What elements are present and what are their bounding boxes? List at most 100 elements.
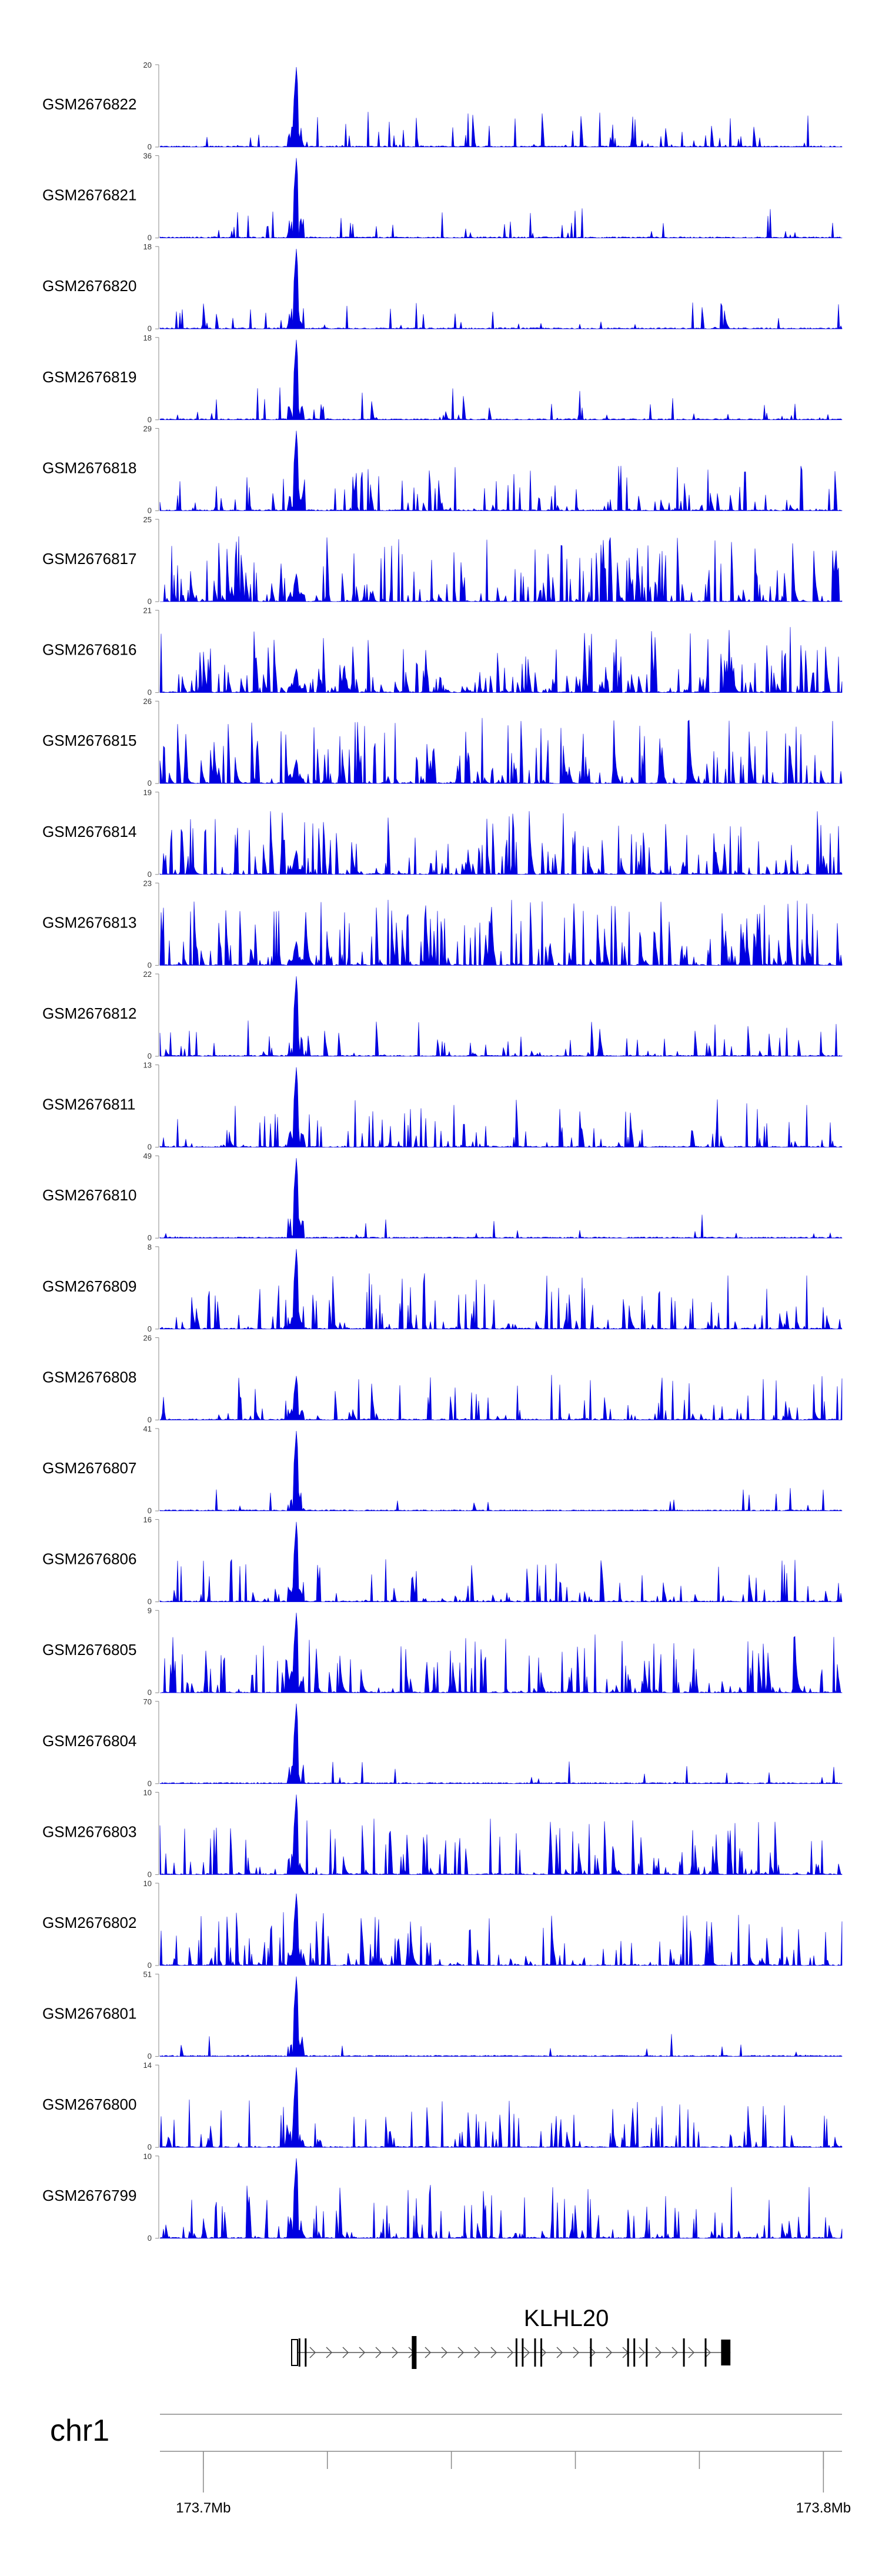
y-min-label: 0	[148, 1506, 152, 1515]
gene-name: KLHL20	[524, 2305, 609, 2331]
y-min-label: 0	[148, 1143, 152, 1152]
y-max-label: 26	[143, 1333, 152, 1342]
exon	[515, 2338, 517, 2367]
track-GSM2676817: GSM2676817 25 0	[42, 515, 843, 606]
strand-arrow	[392, 2347, 399, 2358]
y-min-label: 0	[148, 1233, 152, 1242]
track-layer: GSM2676822200GSM2676821360GSM2676820180G…	[42, 61, 843, 2243]
signal-area	[159, 1703, 843, 1784]
track-GSM2676814: GSM2676814 19 0	[42, 788, 843, 879]
y-max-label: 22	[143, 970, 152, 979]
strand-arrow	[573, 2347, 580, 2358]
signal-area	[159, 158, 843, 239]
track-label: GSM2676804	[42, 1732, 136, 1750]
y-min-label: 0	[148, 2234, 152, 2243]
signal-area	[159, 1976, 843, 2057]
strand-arrow	[639, 2347, 646, 2358]
track-label: GSM2676818	[42, 459, 136, 476]
signal-area	[159, 1374, 843, 1420]
x-tick-label: 173.8Mb	[796, 2500, 851, 2516]
strand-arrow	[556, 2347, 563, 2358]
y-min-label: 0	[148, 324, 152, 333]
track-label: GSM2676819	[42, 368, 136, 386]
signal-area	[159, 2158, 843, 2239]
strand-arrow	[688, 2347, 695, 2358]
y-max-label: 9	[148, 1606, 152, 1615]
exon	[627, 2338, 629, 2367]
strand-arrow	[309, 2347, 316, 2358]
y-max-label: 41	[143, 1424, 152, 1433]
track-label: GSM2676820	[42, 277, 136, 295]
signal-area	[159, 2067, 843, 2148]
track-label: GSM2676810	[42, 1186, 136, 1204]
exon	[704, 2338, 707, 2367]
exon	[721, 2340, 731, 2365]
signal-area	[159, 431, 843, 512]
strand-arrow	[474, 2347, 481, 2358]
strand-arrow	[490, 2347, 497, 2358]
exon	[305, 2338, 307, 2367]
track-GSM2676803: GSM2676803 10 0	[42, 1788, 843, 1878]
strand-arrow	[523, 2347, 530, 2358]
track-label: GSM2676807	[42, 1459, 136, 1477]
exon	[646, 2338, 648, 2367]
signal-area	[159, 249, 843, 329]
track-GSM2676805: GSM2676805 9 0	[42, 1606, 843, 1697]
y-max-label: 26	[143, 697, 152, 706]
y-max-label: 21	[143, 606, 152, 615]
y-max-label: 18	[143, 242, 152, 251]
exon	[540, 2338, 543, 2367]
track-GSM2676812: GSM2676812 22 0	[42, 970, 843, 1060]
track-label: GSM2676803	[42, 1823, 136, 1840]
exon	[298, 2338, 300, 2367]
y-min-label: 0	[148, 142, 152, 151]
track-GSM2676807: GSM2676807 41 0	[42, 1424, 843, 1515]
y-min-label: 0	[148, 870, 152, 879]
y-min-label: 0	[148, 1415, 152, 1424]
signal-area	[159, 976, 843, 1057]
signal-area	[159, 339, 843, 421]
signal-area	[160, 536, 843, 602]
track-GSM2676804: GSM2676804 70 0	[42, 1697, 843, 1788]
track-GSM2676813: GSM2676813 23 0	[42, 879, 843, 969]
signal-area	[159, 66, 843, 148]
track-GSM2676816: GSM2676816 21 0	[42, 606, 843, 697]
exon	[522, 2338, 524, 2367]
y-min-label: 0	[148, 597, 152, 606]
track-GSM2676799: GSM2676799 10 0	[42, 2152, 843, 2243]
track-label: GSM2676802	[42, 1914, 136, 1931]
y-max-label: 13	[143, 1061, 152, 1070]
y-min-label: 0	[148, 1324, 152, 1333]
y-max-label: 20	[143, 61, 152, 69]
track-label: GSM2676811	[42, 1096, 136, 1113]
track-GSM2676806: GSM2676806 16 0	[42, 1516, 843, 1606]
track-label: GSM2676817	[42, 550, 136, 568]
track-label: GSM2676806	[42, 1550, 136, 1568]
signal-area	[159, 1249, 843, 1330]
track-label: GSM2676821	[42, 186, 136, 204]
strand-arrow	[359, 2347, 366, 2358]
exon	[412, 2336, 417, 2369]
track-label: GSM2676816	[42, 641, 136, 659]
strand-arrow	[704, 2347, 711, 2358]
signal-area	[159, 1794, 843, 1875]
y-max-label: 10	[143, 2152, 152, 2161]
exon	[534, 2338, 536, 2367]
y-max-label: 36	[143, 152, 152, 161]
track-GSM2676810: GSM2676810 49 0	[42, 1152, 843, 1242]
strand-arrow	[655, 2347, 662, 2358]
gene-model: KLHL20	[291, 2305, 731, 2369]
track-GSM2676822: GSM2676822 20 0	[42, 61, 843, 151]
signal-area	[159, 1521, 843, 1603]
track-GSM2676802: GSM2676802 10 0	[42, 1879, 843, 1970]
track-GSM2676808: GSM2676808 26 0	[42, 1333, 843, 1424]
y-max-label: 70	[143, 1697, 152, 1706]
strand-arrow	[326, 2347, 333, 2358]
track-label: GSM2676814	[42, 823, 136, 840]
track-GSM2676820: GSM2676820 18 0	[42, 242, 843, 333]
y-max-label: 51	[143, 1970, 152, 1979]
strand-arrow	[375, 2347, 382, 2358]
y-min-label: 0	[148, 1870, 152, 1878]
y-max-label: 49	[143, 1152, 152, 1160]
